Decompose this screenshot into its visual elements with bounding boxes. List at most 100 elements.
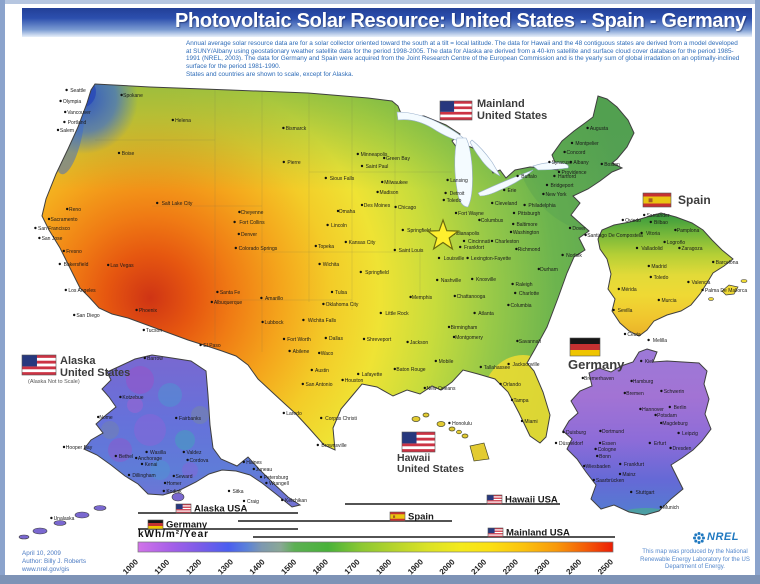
hawaii-city-labels: Honolulu [448, 421, 472, 427]
region-flags [21, 100, 672, 453]
city-label: Vitoria [646, 231, 660, 237]
city-label: Hooper Bay [66, 445, 93, 451]
city-dot [362, 337, 366, 341]
city-dot [639, 407, 642, 411]
city-label: Columbus [481, 218, 504, 224]
city-label: Savannah [519, 339, 542, 345]
city-dot [282, 411, 285, 415]
city-dot [282, 160, 285, 164]
colorbar-tick-label: 2000 [438, 557, 457, 576]
city-label: Madison [380, 190, 399, 196]
colorbar-tick-label: 2200 [501, 557, 520, 576]
city-label: Boise [122, 151, 135, 157]
city-dot [437, 256, 441, 260]
city-label: Cheyenne [241, 210, 264, 216]
city-dot [491, 201, 494, 205]
city-dot [379, 311, 382, 315]
city-dot [466, 256, 469, 260]
city-dot [324, 176, 327, 180]
city-dot [261, 320, 264, 324]
colorbar-tick-label: 1400 [248, 557, 267, 576]
city-label: Syracuse [552, 160, 573, 166]
hawaii-islands [411, 412, 490, 462]
city-dot [630, 490, 633, 494]
city-label: Spokane [123, 93, 143, 99]
city-label: Montgomery [455, 335, 483, 341]
alaska-label: Alaska United States [60, 355, 131, 379]
city-dot [330, 290, 334, 294]
city-label: Orlando [503, 382, 521, 388]
city-label: Wrangell [269, 481, 289, 487]
city-dot [171, 118, 174, 122]
city-label: Denver [241, 232, 257, 238]
city-dot [393, 248, 396, 252]
city-dot [406, 340, 409, 344]
city-label: Albany [573, 160, 589, 166]
city-dot [499, 382, 502, 386]
city-label: Austin [315, 368, 329, 374]
city-label: Charlotte [519, 291, 540, 297]
city-dot [623, 391, 626, 395]
city-label: Frankfurt [624, 462, 645, 468]
city-label: Bismarck [286, 126, 307, 132]
city-label: Lexington-Fayette [471, 256, 511, 262]
city-label: Santa Fe [220, 290, 241, 296]
city-label: Birmingham [451, 325, 478, 331]
city-dot [34, 226, 37, 230]
legend-row-label: Mainland USA [506, 528, 570, 539]
city-dot [677, 431, 680, 435]
city-label: Montpelier [575, 141, 599, 147]
city-label: Dresden [673, 446, 692, 452]
city-dot [598, 441, 602, 445]
city-label: Dortmund [602, 429, 624, 435]
city-label: Atlanta [478, 311, 494, 317]
city-dot [649, 220, 652, 224]
city-label: Hamburg [633, 379, 654, 385]
hawaii-label: Hawaii United States [397, 452, 465, 476]
city-dot [462, 239, 466, 243]
city-dot [594, 447, 597, 451]
city-label: Melilla [653, 338, 667, 344]
colorbar-tick-label: 1300 [216, 557, 235, 576]
city-label: Leipzig [682, 431, 698, 437]
alaska-scale-note: (Alaska Not to Scale) [28, 379, 80, 385]
city-label: Mérida [621, 287, 637, 293]
city-dot [635, 246, 639, 250]
city-label: Bethel [119, 454, 133, 460]
legend-row-label: Hawaii USA [505, 495, 558, 506]
city-dot [175, 416, 178, 420]
city-dot [507, 303, 510, 307]
city-dot [318, 351, 321, 355]
colorbar-tick-label: 1200 [184, 557, 203, 576]
city-dot [64, 288, 68, 292]
city-dot [302, 318, 305, 322]
city-dot [233, 220, 236, 224]
city-dot [668, 405, 671, 409]
city-dot [600, 162, 603, 166]
city-dot [50, 516, 53, 520]
city-dot [58, 262, 61, 266]
city-dot [701, 288, 704, 292]
city-label: Hartford [558, 174, 576, 180]
city-label: Phoenix [139, 308, 158, 314]
city-dot [320, 416, 323, 420]
city-dot [210, 300, 213, 304]
city-dot [120, 93, 123, 97]
city-label: San Francisco [38, 226, 70, 232]
city-label: New Orleans [427, 386, 456, 392]
city-label: Honolulu [452, 421, 472, 427]
city-dot [473, 311, 476, 315]
balearic-islands [721, 284, 739, 296]
city-label: Wichita [323, 262, 340, 268]
city-label: Topeka [318, 244, 334, 250]
city-dot [242, 499, 246, 503]
city-dot [568, 226, 572, 230]
spain-label: Spain [678, 193, 711, 207]
city-label: Salt Lake City [162, 201, 193, 207]
city-dot [216, 290, 219, 294]
city-dot [621, 218, 624, 222]
city-label: Magdeburg [662, 421, 688, 427]
city-label: Kenai [145, 462, 158, 468]
city-dot [612, 308, 615, 312]
